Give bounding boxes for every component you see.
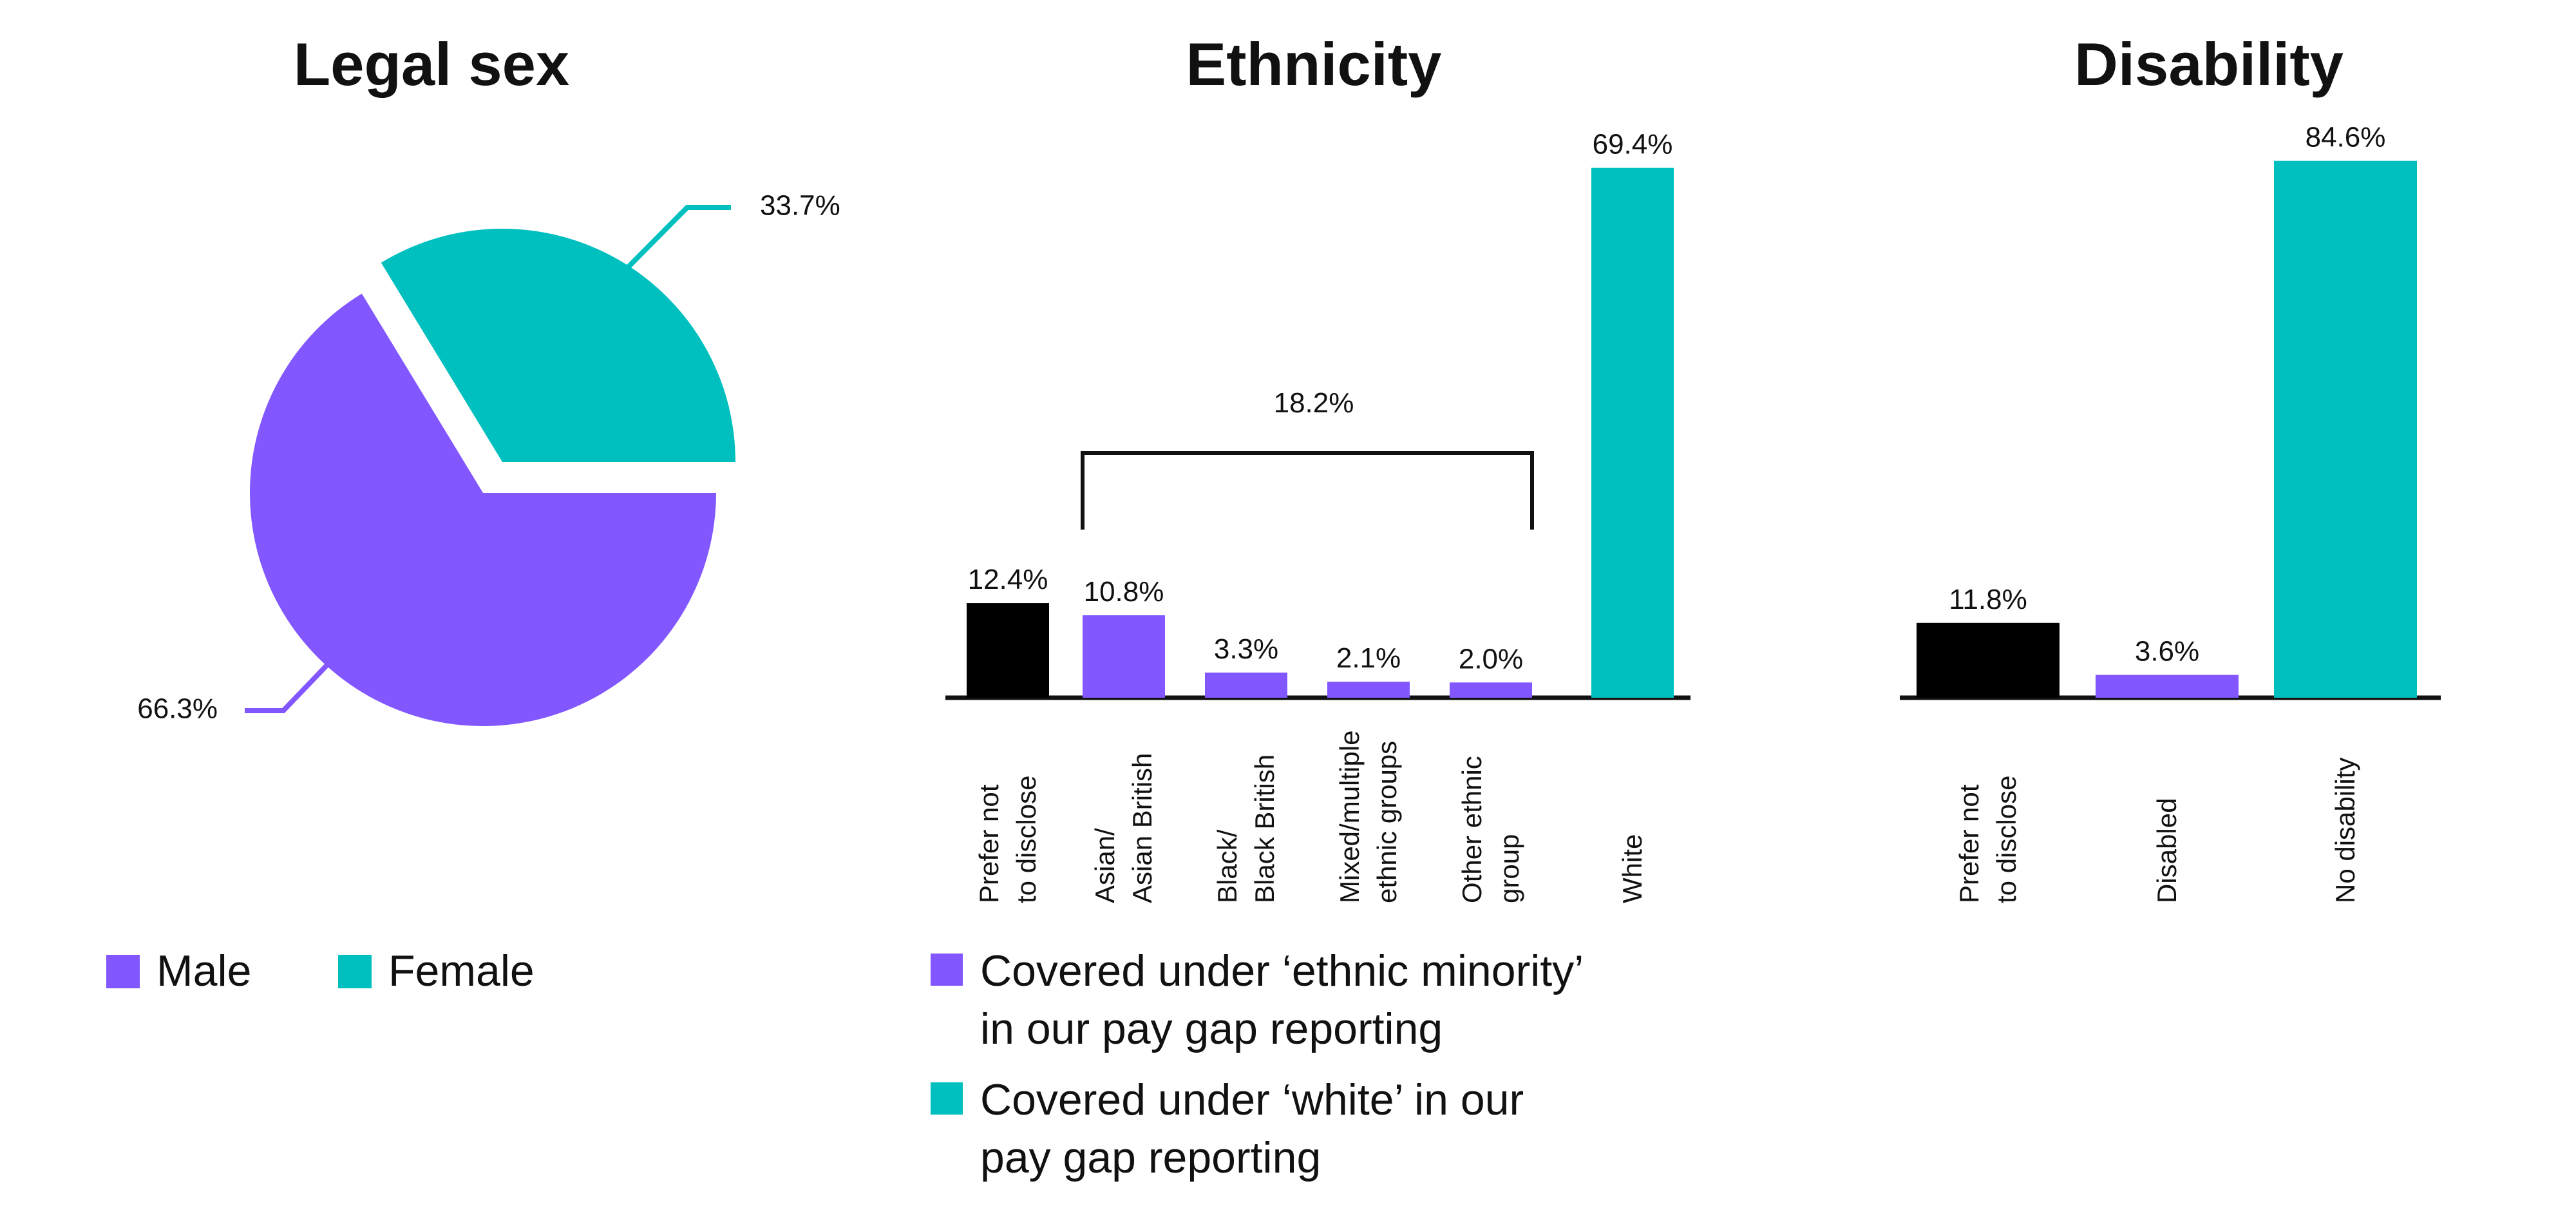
ethnicity-bar-chart: 12.4% Prefer not to disclose 10.8% Asian/Asi…: [945, 129, 1690, 903]
legend-text-1-0: Covered under ‘white’ in our: [980, 1075, 1524, 1124]
category-label-2-0: Black/: [1212, 829, 1242, 903]
bar-value-label-5: 69.4%: [1593, 129, 1673, 160]
category-label-0-1: to disclose: [1991, 776, 2022, 903]
pie-label-female: 33.7%: [760, 190, 840, 222]
bar-value-label-0: 12.4%: [968, 564, 1048, 595]
legend-text-1-1: pay gap reporting: [980, 1133, 1321, 1182]
pie-label-male: 66.3%: [137, 693, 218, 725]
legal-sex-legend: Male Female: [106, 946, 535, 995]
pie-leader-female: [626, 205, 731, 269]
disability-bar-chart: 11.8% Prefer not to disclose 3.6% Disabled 84…: [1900, 122, 2441, 903]
bar-3: [1327, 682, 1410, 698]
bar-value-label-4: 2.0%: [1459, 643, 1523, 675]
legend-text-0-1: in our pay gap reporting: [980, 1004, 1443, 1053]
pie-slice-male: [250, 293, 716, 726]
legend-text-0-0: Covered under ‘ethnic minority’: [980, 946, 1584, 995]
bar-4: [1450, 682, 1532, 698]
category-label-0-0: Prefer not: [1954, 784, 1984, 903]
bar-5: [1591, 168, 1674, 698]
bar-2: [1205, 672, 1287, 698]
category-label-3-0: Mixed/multiple: [1334, 731, 1365, 903]
bracket-total-label: 18.2%: [1274, 387, 1354, 419]
category-label-1-0: Asian/: [1090, 828, 1120, 903]
legend-swatch-1: [931, 1082, 963, 1115]
legal-sex-title: Legal sex: [294, 30, 569, 98]
bar-value-label-1: 3.6%: [2135, 636, 2199, 667]
pie-leader-male: [245, 662, 330, 713]
legend-swatch-male: [106, 955, 140, 988]
bar-value-label-3: 2.1%: [1336, 642, 1401, 674]
category-label-5-0: White: [1617, 834, 1647, 903]
ethnicity-title: Ethnicity: [1186, 30, 1442, 98]
bar-value-label-2: 3.3%: [1214, 633, 1278, 665]
legend-swatch-0: [931, 954, 963, 986]
category-label-0-1: to disclose: [1011, 776, 1041, 903]
bar-0: [1917, 622, 2060, 698]
category-label-2-0: No disability: [2330, 758, 2360, 903]
category-label-1-0: Disabled: [2152, 798, 2182, 903]
category-label-3-1: ethnic groups: [1372, 741, 1402, 903]
bar-value-label-1: 10.8%: [1084, 576, 1164, 608]
bar-value-label-0: 11.8%: [1949, 584, 2027, 615]
category-label-2-1: Black British: [1249, 754, 1280, 903]
category-label-4-0: Other ethnic: [1457, 756, 1487, 903]
category-label-4-1: group: [1494, 834, 1524, 903]
ethnic-minority-bracket: [1081, 451, 1534, 530]
bar-1: [1083, 615, 1165, 698]
legend-label-female: Female: [388, 946, 535, 995]
legal-sex-pie-chart: 33.7% 66.3%: [137, 190, 840, 726]
pie-slice-female: [381, 229, 735, 462]
ethnicity-legend: Covered under ‘ethnic minority’ in our pa…: [931, 946, 1584, 1182]
legend-label-male: Male: [156, 946, 251, 995]
bar-value-label-2: 84.6%: [2306, 122, 2386, 153]
bar-1: [2096, 675, 2239, 698]
disability-title: Disability: [2074, 30, 2344, 98]
bar-2: [2274, 160, 2417, 698]
legend-swatch-female: [338, 955, 372, 988]
bar-0: [967, 603, 1049, 698]
category-label-1-1: Asian British: [1127, 753, 1157, 903]
category-label-0-0: Prefer not: [974, 784, 1004, 903]
